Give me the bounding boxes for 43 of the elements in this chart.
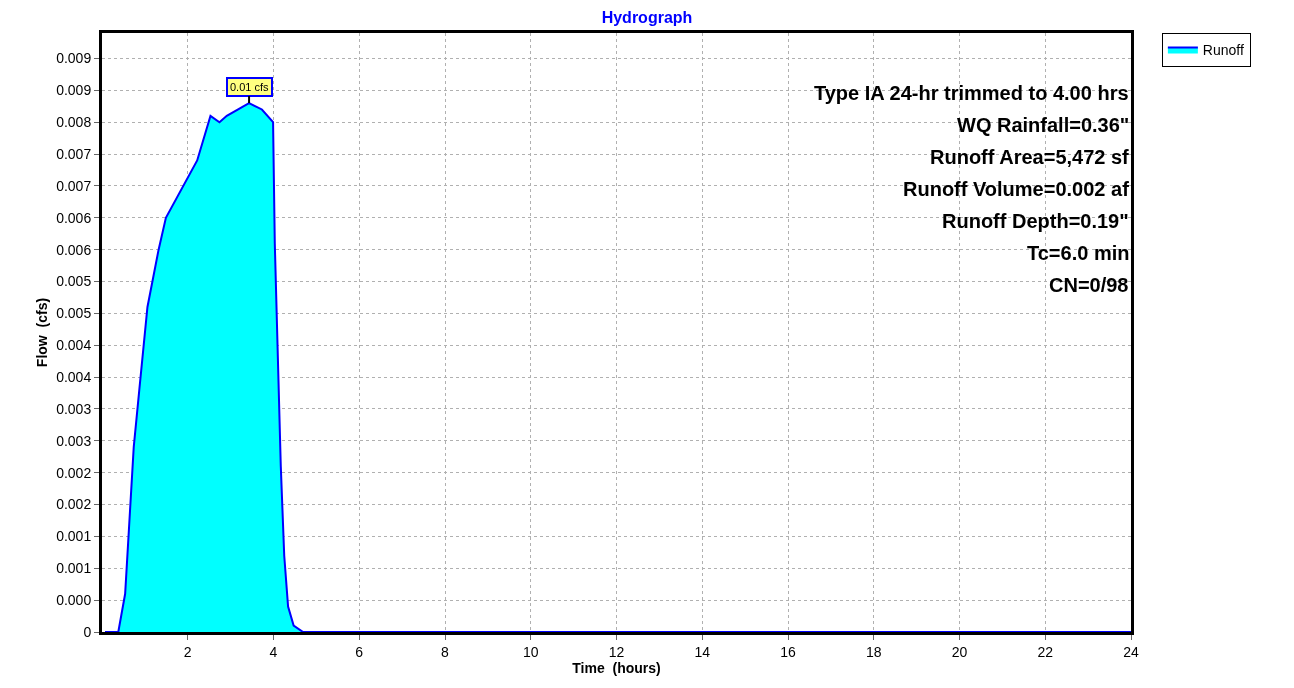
x-tick-label: 14 (694, 643, 711, 660)
x-tick-label: 4 (269, 643, 278, 660)
y-tick-label: 0.007 (56, 177, 92, 194)
x-tick-label: 2 (183, 643, 192, 660)
annotation: Type IA 24-hr trimmed to 4.00 hrs (814, 82, 1129, 104)
y-axis-title: Flow (cfs) (33, 297, 50, 368)
annotation: Runoff Area=5,472 sf (930, 146, 1130, 168)
annotation: CN=0/98 (1049, 274, 1129, 296)
y-tick-label: 0.000 (56, 592, 92, 609)
x-tick-label: 8 (441, 643, 450, 660)
y-tick-label: 0.006 (56, 209, 92, 226)
y-tick-label: 0.007 (56, 145, 92, 162)
x-tick-label: 22 (1037, 643, 1054, 660)
y-tick-label: 0.001 (56, 560, 92, 577)
legend-label: Runoff (1202, 42, 1244, 59)
x-tick-label: 24 (1123, 643, 1139, 660)
y-tick-label: 0.002 (56, 464, 92, 481)
annotation: Runoff Depth=0.19" (942, 210, 1129, 232)
y-tick-label: 0.003 (56, 432, 92, 449)
y-tick-label: 0.005 (56, 305, 92, 322)
annotation: WQ Rainfall=0.36" (957, 114, 1130, 136)
x-axis-title: Time (hours) (572, 659, 661, 676)
y-tick-label: 0.005 (56, 273, 92, 290)
x-tick-label: 16 (780, 643, 796, 660)
y-tick-label: 0.009 (56, 50, 92, 67)
y-tick-label: 0.008 (56, 114, 92, 131)
y-tick-label: 0 (83, 623, 92, 640)
y-tick-label: 0.004 (56, 337, 92, 354)
annotation: Tc=6.0 min (1027, 242, 1130, 264)
chart-title: Hydrograph (601, 8, 693, 26)
x-tick-label: 10 (522, 643, 539, 660)
y-tick-label: 0.006 (56, 241, 92, 258)
y-tick-label: 0.003 (56, 400, 92, 417)
y-tick-label: 0.002 (56, 496, 92, 513)
x-tick-label: 20 (951, 643, 968, 660)
x-tick-label: 12 (608, 643, 625, 660)
x-tick-label: 18 (865, 643, 882, 660)
annotation: 0.01 cfs (230, 81, 270, 93)
x-tick-label: 6 (355, 643, 364, 660)
y-tick-label: 0.001 (56, 528, 92, 545)
annotation: Runoff Volume=0.002 af (903, 178, 1130, 200)
y-tick-label: 0.004 (56, 369, 92, 386)
y-tick-label: 0.009 (56, 82, 92, 99)
